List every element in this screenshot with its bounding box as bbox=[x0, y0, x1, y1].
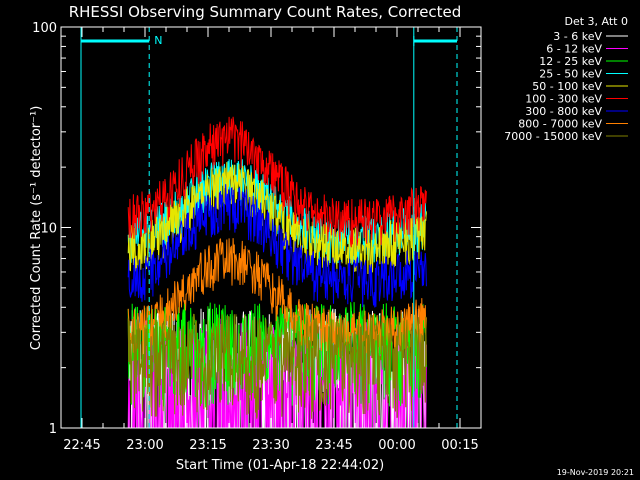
axes: 1 10 100 22:45 23:00 23:15 23:30 23:45 00:00 00:1… bbox=[32, 21, 482, 453]
x-tick-label: 23:30 bbox=[252, 438, 289, 453]
night-marker-label: N bbox=[154, 34, 162, 47]
x-tick-label: 23:45 bbox=[315, 438, 352, 453]
legend-entry: 3 - 6 keV bbox=[553, 30, 602, 43]
legend-entry: 800 - 7000 keV bbox=[518, 118, 602, 131]
x-tick-label: 22:45 bbox=[63, 438, 100, 453]
y-tick-label: 100 bbox=[32, 21, 57, 36]
x-tick-label: 23:00 bbox=[126, 438, 163, 453]
chart-title: RHESSI Observing Summary Count Rates, Co… bbox=[69, 3, 462, 21]
text-layer: RHESSI Observing Summary Count Rates, Co… bbox=[29, 3, 634, 477]
night-markers: N bbox=[80, 27, 458, 428]
legend-entry: 12 - 25 keV bbox=[539, 55, 602, 68]
series-line-1 bbox=[127, 318, 427, 428]
legend-entry: 50 - 100 keV bbox=[532, 80, 602, 93]
legend-entry: 100 - 300 keV bbox=[525, 93, 602, 106]
legend-header: Det 3, Att 0 bbox=[565, 15, 629, 28]
legend-entry: 300 - 800 keV bbox=[525, 105, 602, 118]
series-line-6 bbox=[127, 184, 427, 308]
legend-entry: 7000 - 15000 keV bbox=[504, 130, 602, 143]
y-tick-label: 1 bbox=[49, 422, 57, 437]
x-tick-label: 23:15 bbox=[189, 438, 226, 453]
series-line-8 bbox=[127, 313, 427, 419]
plot-layer bbox=[127, 116, 427, 428]
timestamp: 19-Nov-2019 20:21 bbox=[557, 468, 634, 477]
y-axis-label: Corrected Count Rate (s⁻¹ detector⁻¹) bbox=[29, 106, 44, 351]
y-tick-label: 10 bbox=[40, 222, 57, 237]
legend-entry: 6 - 12 keV bbox=[546, 43, 602, 56]
series-lines bbox=[127, 116, 427, 428]
x-axis-label: Start Time (01-Apr-18 22:44:02) bbox=[176, 458, 384, 473]
x-tick-label: 00:15 bbox=[441, 438, 478, 453]
legend-entry: 25 - 50 keV bbox=[539, 68, 602, 81]
series-line-4 bbox=[127, 162, 427, 275]
series-line-5 bbox=[127, 116, 427, 248]
x-tick-label: 00:00 bbox=[378, 438, 415, 453]
